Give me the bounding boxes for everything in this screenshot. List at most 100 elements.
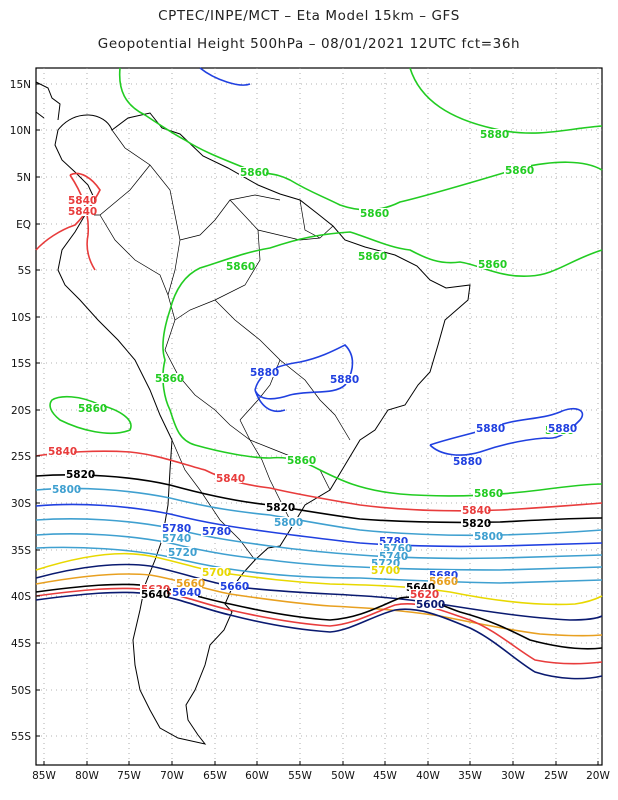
contour-label-bg — [452, 456, 479, 466]
contour-label-bg — [415, 599, 442, 609]
contour-label: 5880 — [453, 456, 482, 468]
contour-label-bg — [154, 373, 181, 383]
contour-label-bg — [51, 484, 78, 494]
contour-label: 5860 — [240, 167, 269, 179]
lon-tick-label: 85W — [32, 770, 56, 782]
contour-label-bg — [428, 576, 455, 586]
lon-tick-label: 75W — [117, 770, 141, 782]
contour-label-bg — [428, 570, 455, 580]
contour-label: 5660 — [429, 576, 458, 588]
contour-label: 5640 — [172, 587, 201, 599]
contour-label-bg — [329, 374, 356, 384]
lon-tick-label: 20W — [586, 770, 610, 782]
contour-label-bg — [225, 261, 252, 271]
contour-label-bg — [67, 195, 94, 205]
contour-label: 5840 — [216, 473, 245, 485]
lon-tick-label: 70W — [160, 770, 184, 782]
contour-label: 5860 — [358, 251, 387, 263]
contour-label: 5820 — [66, 469, 95, 481]
contour-label-bg — [47, 446, 74, 456]
lat-tick-label: 10S — [11, 312, 31, 324]
contour-label-bg — [359, 208, 386, 218]
lat-tick-label: 50S — [11, 685, 31, 697]
contour-label-bg — [475, 423, 502, 433]
lat-tick-label: 55S — [11, 731, 31, 743]
contour-label: 5860 — [478, 259, 507, 271]
contour-label-bg — [167, 547, 194, 557]
contour-label-bg — [201, 526, 228, 536]
contour-label-bg — [65, 469, 92, 479]
contour-label: 5840 — [48, 446, 77, 458]
contour-5840-red-north — [35, 172, 101, 271]
contour-label-bg — [405, 582, 432, 592]
lon-tick-label: 45W — [373, 770, 397, 782]
contour-label: 5880 — [548, 423, 577, 435]
lon-tick-label: 30W — [501, 770, 525, 782]
contour-5800-cyan — [35, 487, 603, 537]
contour-label-bg — [473, 488, 500, 498]
contour-lines — [35, 67, 603, 680]
map-title-line1: CPTEC/INPE/MCT – Eta Model 15km – GFS — [158, 8, 460, 24]
lat-tick-label: 15S — [11, 358, 31, 370]
contour-label: 5820 — [462, 518, 491, 530]
map-title-line2: Geopotential Height 500hPa – 08/01/2021 … — [97, 36, 521, 52]
lat-tick-label: 35S — [11, 545, 31, 557]
contour-5700-yellow — [35, 552, 603, 606]
contour-label: 5860 — [226, 261, 255, 273]
contour-5880-north — [199, 67, 251, 86]
contour-label-bg — [547, 423, 574, 433]
contour-label-bg — [378, 536, 405, 546]
contour-label-bg — [265, 502, 292, 512]
contour-5680-navy — [35, 563, 603, 621]
contour-label: 5880 — [476, 423, 505, 435]
contour-label: 5860 — [505, 165, 534, 177]
contour-label-bg — [201, 567, 228, 577]
contour-5860-green-blob — [49, 395, 132, 434]
contour-label-bg — [479, 129, 506, 139]
lon-tick-label: 40W — [416, 770, 440, 782]
contour-5840-red — [35, 450, 603, 512]
contour-label: 5700 — [371, 565, 400, 577]
contour-label: 5860 — [155, 373, 184, 385]
lat-tick-label: 45S — [11, 638, 31, 650]
contour-label-bg — [161, 523, 188, 533]
contour-label: 5880 — [330, 374, 359, 386]
contour-label: 5840 — [68, 195, 97, 207]
contour-label-bg — [140, 589, 167, 599]
contour-label-bg — [461, 518, 488, 528]
contour-label: 5600 — [416, 599, 445, 611]
contour-label: 5780 — [162, 523, 191, 535]
contour-label: 5700 — [202, 567, 231, 579]
lon-tick-label: 80W — [75, 770, 99, 782]
contour-label-bg — [370, 565, 397, 575]
contour-label-bg — [67, 206, 94, 216]
lon-tick-label: 65W — [203, 770, 227, 782]
contour-label: 5800 — [274, 517, 303, 529]
contour-label: 5820 — [266, 502, 295, 514]
contour-5780-blue — [35, 503, 603, 548]
contour-label: 5880 — [250, 367, 279, 379]
contour-label-bg — [286, 455, 313, 465]
lon-tick-label: 35W — [458, 770, 482, 782]
lat-tick-label: 20S — [11, 405, 31, 417]
contour-label: 5860 — [78, 403, 107, 415]
contour-5880-green-north — [409, 67, 603, 134]
lat-tick-label: 15N — [10, 79, 31, 91]
contour-label: 5800 — [52, 484, 81, 496]
contour-label: 5880 — [480, 129, 509, 141]
contour-label: 5780 — [202, 526, 231, 538]
contour-5660-orange — [35, 573, 603, 637]
lon-tick-label: 55W — [288, 770, 312, 782]
contour-label: 5720 — [168, 547, 197, 559]
contour-label-bg — [473, 531, 500, 541]
south-america-coastline — [54, 112, 471, 745]
lat-tick-label: EQ — [16, 219, 31, 231]
contour-label-bg — [370, 558, 397, 568]
contour-label: 5860 — [360, 208, 389, 220]
contour-labels-group: 5880 5860 5860 5860 5860 5860 5860 5860 5860 5860… — [47, 129, 577, 611]
contour-5740-cyan — [35, 533, 603, 571]
contour-label-bg — [161, 533, 188, 543]
lat-tick-label: 5N — [16, 172, 31, 184]
map-frame — [35, 67, 603, 766]
